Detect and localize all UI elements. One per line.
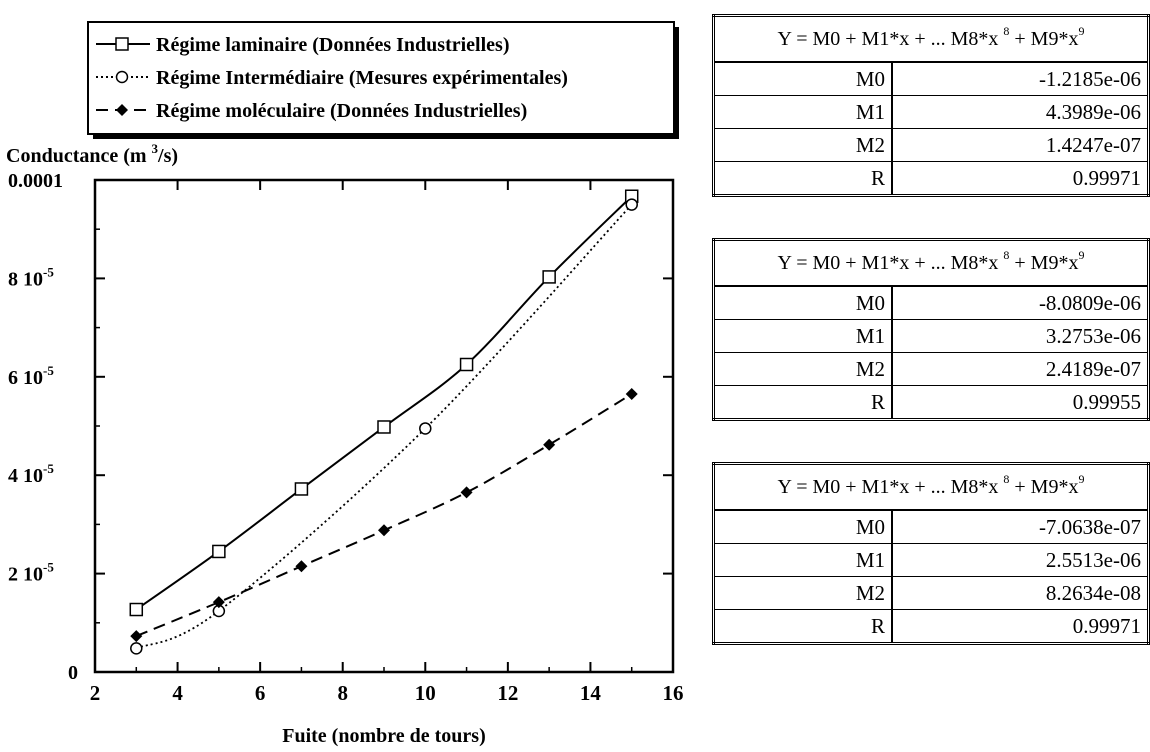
- data-point-series-2: [419, 422, 432, 435]
- fit-param: M0: [713, 286, 893, 320]
- legend-label: Régime Intermédiaire (Mesures expériment…: [156, 67, 568, 89]
- fit-row: M1 2.5513e-06: [713, 543, 1149, 577]
- fit-value: -1.2185e-06: [892, 62, 1149, 96]
- fit-value: 8.2634e-08: [892, 576, 1149, 610]
- data-point-series-1: [377, 420, 391, 434]
- fit-table: Y = M0 + M1*x + ... M8*x 8 + M9*x9 M0 -7.0…: [712, 462, 1150, 645]
- x-tick-label: 10: [415, 681, 436, 705]
- data-point-series-1: [294, 482, 309, 496]
- legend-marker: [115, 37, 129, 51]
- fit-row: M2 1.4247e-07: [713, 128, 1149, 162]
- legend-marker: [116, 104, 128, 116]
- data-point-series-3: [130, 630, 143, 643]
- fit-value: 3.2753e-06: [892, 319, 1149, 353]
- fit-value: 2.5513e-06: [892, 543, 1149, 577]
- x-tick-label: 8: [337, 681, 348, 705]
- fit-row: M0 -8.0809e-06: [713, 286, 1149, 320]
- fit-param: M0: [713, 62, 893, 96]
- chart: 2 4 6 8 10 12 14 16 0 2 10-5 4 10-5 6 10-5 8 10-5 0.0…: [6, 21, 684, 747]
- fit-row: M2 2.4189e-07: [713, 352, 1149, 386]
- data-point-series-2: [625, 198, 638, 211]
- fit-formula: Y = M0 + M1*x + ... M8*x 8 + M9*x9: [713, 15, 1149, 63]
- fit-row: M1 3.2753e-06: [713, 319, 1149, 353]
- y-tick-label: 2 10-5: [8, 560, 54, 586]
- fit-param: M1: [713, 95, 893, 129]
- series-line-1: [135, 195, 633, 611]
- fit-row: R 0.99971: [713, 609, 1149, 644]
- legend-marker: [115, 70, 129, 84]
- fit-row: M1 4.3989e-06: [713, 95, 1149, 129]
- x-tick-label: 16: [663, 681, 684, 705]
- data-point-series-3: [378, 524, 390, 537]
- fit-value: 1.4247e-07: [892, 128, 1149, 162]
- x-tick-label: 12: [497, 681, 518, 705]
- fit-value: 4.3989e-06: [892, 95, 1149, 129]
- data-point-series-3: [295, 560, 308, 573]
- fit-param: R: [713, 609, 893, 644]
- fit-formula: Y = M0 + M1*x + ... M8*x 8 + M9*x9: [713, 463, 1149, 511]
- fit-param: M0: [713, 510, 893, 544]
- fit-param: R: [713, 385, 893, 420]
- data-point-series-3: [625, 388, 638, 401]
- fit-param: M1: [713, 319, 893, 353]
- fit-row: R 0.99971: [713, 161, 1149, 196]
- fit-row: R 0.99955: [713, 385, 1149, 420]
- x-tick-label: 6: [255, 681, 266, 705]
- x-tick-label: 4: [172, 681, 183, 705]
- legend-label: Régime moléculaire (Données Industrielle…: [156, 100, 527, 122]
- fit-param: M2: [713, 128, 893, 162]
- fit-param: R: [713, 161, 893, 196]
- fit-table: Y = M0 + M1*x + ... M8*x 8 + M9*x9 M0 -8.0…: [712, 238, 1150, 421]
- fit-value: -7.0638e-07: [892, 510, 1149, 544]
- y-tick-label: 0.0001: [8, 170, 63, 192]
- data-point-series-3: [212, 596, 225, 609]
- data-point-series-2: [130, 642, 143, 655]
- y-tick-label: 0: [68, 662, 78, 684]
- legend-label: Régime laminaire (Données Industrielles): [156, 34, 510, 56]
- data-point-series-1: [459, 357, 474, 372]
- data-point-series-3: [543, 438, 556, 451]
- legend-box: [87, 21, 675, 135]
- data-point-series-3: [460, 486, 473, 499]
- data-point-series-1: [212, 544, 226, 559]
- fit-row: M0 -1.2185e-06: [713, 62, 1149, 96]
- y-tick-label: 4 10-5: [8, 461, 54, 487]
- y-axis-label: Conductance (m 3/s): [6, 141, 178, 167]
- fit-value: 0.99971: [1072, 613, 1141, 638]
- x-axis-label: Fuite (nombre de tours): [282, 725, 486, 747]
- data-point-series-1: [542, 270, 556, 284]
- data-point-series-1: [129, 602, 144, 617]
- fit-formula: Y = M0 + M1*x + ... M8*x 8 + M9*x9: [713, 239, 1149, 287]
- fit-value: 0.99971: [1072, 165, 1141, 190]
- fit-table: Y = M0 + M1*x + ... M8*x 8 + M9*x9 M0 -1.2…: [712, 14, 1150, 197]
- x-tick-label: 14: [580, 681, 602, 705]
- x-tick-label: 2: [90, 681, 101, 705]
- fit-value: -8.0809e-06: [892, 286, 1149, 320]
- fit-value: 2.4189e-07: [892, 352, 1149, 386]
- fit-param: M2: [713, 576, 893, 610]
- fit-param: M1: [713, 543, 893, 577]
- fit-row: M0 -7.0638e-07: [713, 510, 1149, 544]
- fit-value: 0.99955: [1072, 389, 1141, 414]
- y-tick-label: 8 10-5: [8, 264, 54, 290]
- fit-param: M2: [713, 352, 893, 386]
- y-tick-label: 6 10-5: [8, 363, 54, 389]
- fit-row: M2 8.2634e-08: [713, 576, 1149, 610]
